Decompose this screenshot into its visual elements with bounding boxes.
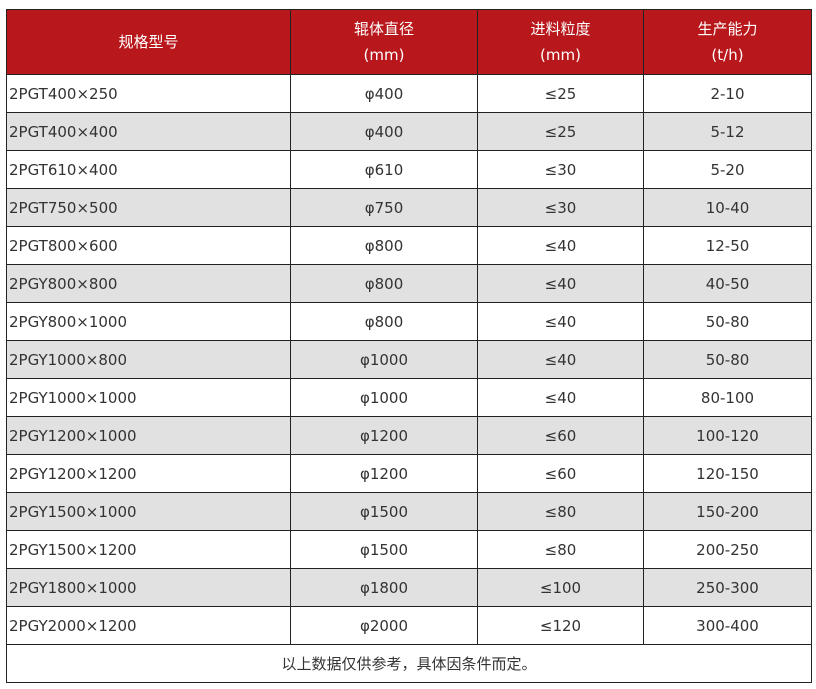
cell-capacity: 12-50 — [643, 226, 812, 265]
cell-capacity: 2-10 — [643, 74, 812, 113]
header-unit: (mm) — [540, 46, 581, 64]
cell-roll-diameter: φ400 — [290, 112, 478, 151]
table-row: 2PGY2000×1200 φ2000 ≤120 300-400 — [6, 606, 812, 645]
table-row: 2PGY1800×1000 φ1800 ≤100 250-300 — [6, 568, 812, 607]
cell-model: 2PGY800×1000 — [6, 302, 291, 341]
cell-feed-size: ≤100 — [477, 568, 644, 607]
cell-capacity: 10-40 — [643, 188, 812, 227]
header-label: 辊体直径 — [353, 20, 414, 38]
header-label: 生产能力 — [697, 20, 758, 38]
table-row: 2PGT610×400 φ610 ≤30 5-20 — [6, 150, 812, 189]
cell-model: 2PGT750×500 — [6, 188, 291, 227]
cell-model: 2PGY1200×1000 — [6, 416, 291, 455]
header-feed-size: 进料粒度 (mm) — [477, 9, 644, 75]
cell-feed-size: ≤40 — [477, 264, 644, 303]
cell-roll-diameter: φ400 — [290, 74, 478, 113]
cell-capacity: 120-150 — [643, 454, 812, 493]
cell-capacity: 150-200 — [643, 492, 812, 531]
cell-capacity: 5-12 — [643, 112, 812, 151]
table-row: 2PGY800×1000 φ800 ≤40 50-80 — [6, 302, 812, 341]
table-row: 2PGY1000×800 φ1000 ≤40 50-80 — [6, 340, 812, 379]
cell-capacity: 100-120 — [643, 416, 812, 455]
cell-feed-size: ≤60 — [477, 454, 644, 493]
footer-note: 以上数据仅供参考，具体因条件而定。 — [6, 644, 812, 683]
cell-feed-size: ≤25 — [477, 74, 644, 113]
cell-roll-diameter: φ1500 — [290, 530, 478, 569]
cell-roll-diameter: φ610 — [290, 150, 478, 189]
spec-table: 规格型号 辊体直径 (mm) 进料粒度 (mm) 生产能力 (t/h) 2PGT400… — [6, 9, 812, 683]
cell-model: 2PGY2000×1200 — [6, 606, 291, 645]
table-row: 2PGT400×250 φ400 ≤25 2-10 — [6, 74, 812, 113]
cell-roll-diameter: φ2000 — [290, 606, 478, 645]
cell-model: 2PGT400×400 — [6, 112, 291, 151]
header-roll-diameter: 辊体直径 (mm) — [290, 9, 478, 75]
header-unit: (mm) — [363, 46, 405, 64]
cell-feed-size: ≤25 — [477, 112, 644, 151]
cell-model: 2PGY800×800 — [6, 264, 291, 303]
cell-model: 2PGY1000×1000 — [6, 378, 291, 417]
cell-roll-diameter: φ1800 — [290, 568, 478, 607]
cell-capacity: 5-20 — [643, 150, 812, 189]
table-row: 2PGY800×800 φ800 ≤40 40-50 — [6, 264, 812, 303]
cell-capacity: 50-80 — [643, 302, 812, 341]
cell-roll-diameter: φ800 — [290, 226, 478, 265]
table-row: 2PGY1000×1000 φ1000 ≤40 80-100 — [6, 378, 812, 417]
cell-model: 2PGY1200×1200 — [6, 454, 291, 493]
table-row: 2PGT400×400 φ400 ≤25 5-12 — [6, 112, 812, 151]
table-row: 2PGY1500×1200 φ1500 ≤80 200-250 — [6, 530, 812, 569]
table-row: 2PGY1200×1200 φ1200 ≤60 120-150 — [6, 454, 812, 493]
header-model: 规格型号 — [6, 9, 291, 75]
cell-model: 2PGY1000×800 — [6, 340, 291, 379]
cell-feed-size: ≤80 — [477, 530, 644, 569]
header-capacity: 生产能力 (t/h) — [643, 9, 812, 75]
cell-feed-size: ≤80 — [477, 492, 644, 531]
cell-feed-size: ≤30 — [477, 150, 644, 189]
header-unit: (t/h) — [711, 46, 744, 64]
cell-feed-size: ≤120 — [477, 606, 644, 645]
cell-roll-diameter: φ1000 — [290, 340, 478, 379]
cell-model: 2PGT610×400 — [6, 150, 291, 189]
header-row: 规格型号 辊体直径 (mm) 进料粒度 (mm) 生产能力 (t/h) — [6, 9, 812, 75]
cell-model: 2PGY1500×1200 — [6, 530, 291, 569]
cell-model: 2PGT800×600 — [6, 226, 291, 265]
table-row: 2PGY1500×1000 φ1500 ≤80 150-200 — [6, 492, 812, 531]
footer-row: 以上数据仅供参考，具体因条件而定。 — [6, 644, 812, 683]
cell-model: 2PGY1500×1000 — [6, 492, 291, 531]
cell-roll-diameter: φ750 — [290, 188, 478, 227]
cell-roll-diameter: φ1200 — [290, 416, 478, 455]
cell-feed-size: ≤40 — [477, 226, 644, 265]
cell-feed-size: ≤40 — [477, 378, 644, 417]
cell-model: 2PGT400×250 — [6, 74, 291, 113]
cell-feed-size: ≤40 — [477, 340, 644, 379]
cell-roll-diameter: φ1000 — [290, 378, 478, 417]
cell-capacity: 80-100 — [643, 378, 812, 417]
cell-model: 2PGY1800×1000 — [6, 568, 291, 607]
table-row: 2PGT750×500 φ750 ≤30 10-40 — [6, 188, 812, 227]
cell-capacity: 50-80 — [643, 340, 812, 379]
cell-feed-size: ≤30 — [477, 188, 644, 227]
cell-capacity: 200-250 — [643, 530, 812, 569]
cell-capacity: 250-300 — [643, 568, 812, 607]
table-row: 2PGY1200×1000 φ1200 ≤60 100-120 — [6, 416, 812, 455]
cell-capacity: 300-400 — [643, 606, 812, 645]
cell-roll-diameter: φ800 — [290, 302, 478, 341]
cell-capacity: 40-50 — [643, 264, 812, 303]
cell-feed-size: ≤40 — [477, 302, 644, 341]
header-label: 进料粒度 — [530, 20, 591, 38]
cell-roll-diameter: φ800 — [290, 264, 478, 303]
cell-roll-diameter: φ1200 — [290, 454, 478, 493]
cell-roll-diameter: φ1500 — [290, 492, 478, 531]
cell-feed-size: ≤60 — [477, 416, 644, 455]
table-row: 2PGT800×600 φ800 ≤40 12-50 — [6, 226, 812, 265]
